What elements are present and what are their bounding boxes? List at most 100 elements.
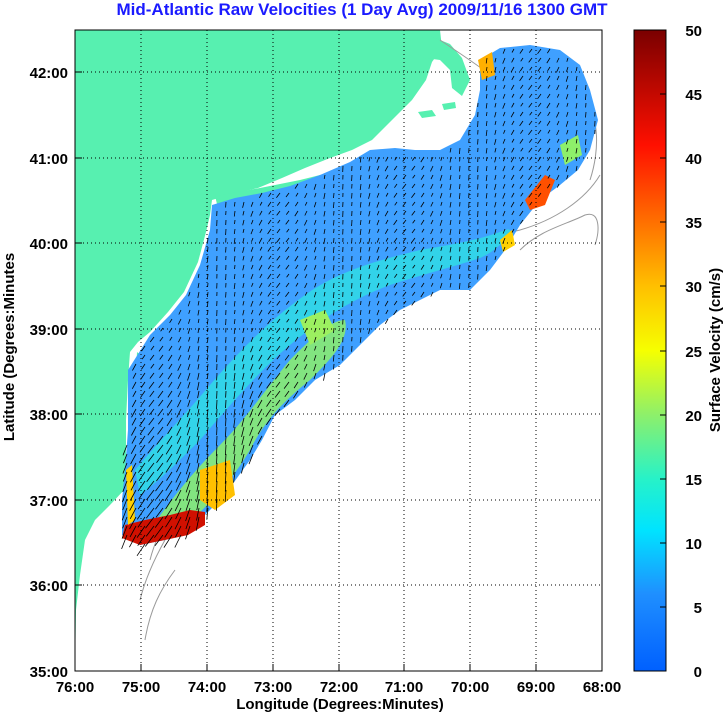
velocity-field-red-band <box>122 510 205 545</box>
velocity-arrow <box>265 408 272 418</box>
velocity-arrow <box>122 516 128 529</box>
velocity-arrow <box>575 111 578 116</box>
velocity-arrow <box>176 426 182 436</box>
velocity-arrow <box>267 246 272 252</box>
velocity-arrow <box>185 507 191 522</box>
velocity-arrow <box>323 219 326 224</box>
velocity-arrow <box>430 210 434 217</box>
velocity-arrow <box>206 498 209 512</box>
velocity-arrow <box>294 183 299 189</box>
velocity-arrow <box>234 246 236 252</box>
velocity-arrow <box>186 435 191 446</box>
velocity-arrow <box>188 354 191 360</box>
velocity-arrow <box>233 255 236 262</box>
colorbar-tick-label: 20 <box>685 408 702 425</box>
velocity-arrow <box>249 399 254 408</box>
velocity-arrow <box>267 354 272 361</box>
velocity-arrow <box>359 246 362 253</box>
velocity-arrow <box>186 489 191 501</box>
velocity-arrow <box>304 363 308 370</box>
velocity-arrow <box>276 282 281 289</box>
velocity-arrow <box>257 417 263 427</box>
velocity-arrow <box>122 471 128 482</box>
velocity-arrow <box>385 309 389 315</box>
velocity-arrow <box>149 354 155 361</box>
velocity-arrow <box>368 327 371 334</box>
velocity-arrow <box>259 246 263 251</box>
velocity-arrow <box>368 156 371 162</box>
velocity-arrow <box>440 183 443 189</box>
velocity-arrow <box>566 129 569 135</box>
velocity-arrow <box>283 399 290 408</box>
velocity-arrow <box>537 156 542 162</box>
velocity-arrow <box>313 246 317 253</box>
velocity-arrow <box>197 300 200 306</box>
velocity-arrow <box>258 354 263 362</box>
velocity-arrow <box>175 525 182 538</box>
velocity-arrow <box>304 300 308 306</box>
y-tick-label: 39:00 <box>30 322 68 339</box>
velocity-arrow <box>177 399 182 408</box>
velocity-arrow <box>420 201 425 208</box>
velocity-arrow <box>195 516 200 531</box>
velocity-arrow <box>502 75 506 82</box>
velocity-arrow <box>248 435 254 447</box>
velocity-arrow <box>459 165 461 172</box>
velocity-arrow <box>146 471 155 482</box>
velocity-arrow <box>411 156 416 161</box>
velocity-arrow <box>258 363 263 370</box>
velocity-arrow <box>166 453 173 463</box>
velocity-arrow <box>167 354 173 362</box>
velocity-arrow <box>158 345 164 352</box>
velocity-arrow <box>168 363 173 370</box>
velocity-arrow <box>486 201 488 207</box>
velocity-arrow <box>130 444 137 454</box>
velocity-arrow <box>241 453 245 464</box>
velocity-arrow <box>538 120 542 125</box>
velocity-arrow <box>449 156 452 163</box>
velocity-arrow <box>359 273 362 280</box>
velocity-arrow <box>156 453 164 464</box>
velocity-arrow <box>251 327 254 332</box>
velocity-arrow <box>234 336 236 342</box>
velocity-arrow <box>233 426 236 436</box>
velocity-arrow <box>276 336 281 342</box>
velocity-arrow <box>538 75 542 80</box>
velocity-arrow <box>304 201 308 206</box>
velocity-arrow <box>156 462 164 472</box>
velocity-arrow <box>138 453 146 463</box>
velocity-arrow <box>511 192 515 198</box>
velocity-arrow <box>225 426 227 437</box>
velocity-arrow <box>250 300 254 307</box>
velocity-arrow <box>295 219 299 225</box>
velocity-arrow <box>197 291 200 298</box>
velocity-arrow <box>440 156 443 161</box>
velocity-field-east-edge <box>500 230 515 252</box>
velocity-arrow <box>149 408 155 416</box>
velocity-arrow <box>136 507 146 520</box>
velocity-arrow <box>546 147 551 154</box>
velocity-arrow <box>333 363 335 370</box>
y-tick-label: 40:00 <box>30 236 68 253</box>
velocity-arrow <box>368 228 371 234</box>
velocity-arrow <box>267 264 272 270</box>
velocity-arrow <box>242 363 245 370</box>
velocity-arrow <box>323 318 326 324</box>
velocity-arrow <box>147 453 155 462</box>
velocity-arrow <box>449 264 452 270</box>
velocity-arrow <box>206 444 209 455</box>
velocity-arrow <box>430 273 434 280</box>
velocity-arrow <box>510 174 515 180</box>
velocity-arrow <box>166 417 173 427</box>
velocity-arrow <box>147 444 155 454</box>
velocity-arrow <box>176 462 182 473</box>
velocity-arrow <box>485 210 488 217</box>
velocity-arrow <box>394 246 398 251</box>
velocity-arrow <box>185 516 191 530</box>
velocity-arrow <box>411 291 416 296</box>
velocity-arrow <box>556 156 560 163</box>
velocity-arrow <box>511 57 515 63</box>
velocity-arrow <box>129 516 137 530</box>
velocity-arrow <box>393 210 398 216</box>
velocity-arrow <box>259 318 263 324</box>
